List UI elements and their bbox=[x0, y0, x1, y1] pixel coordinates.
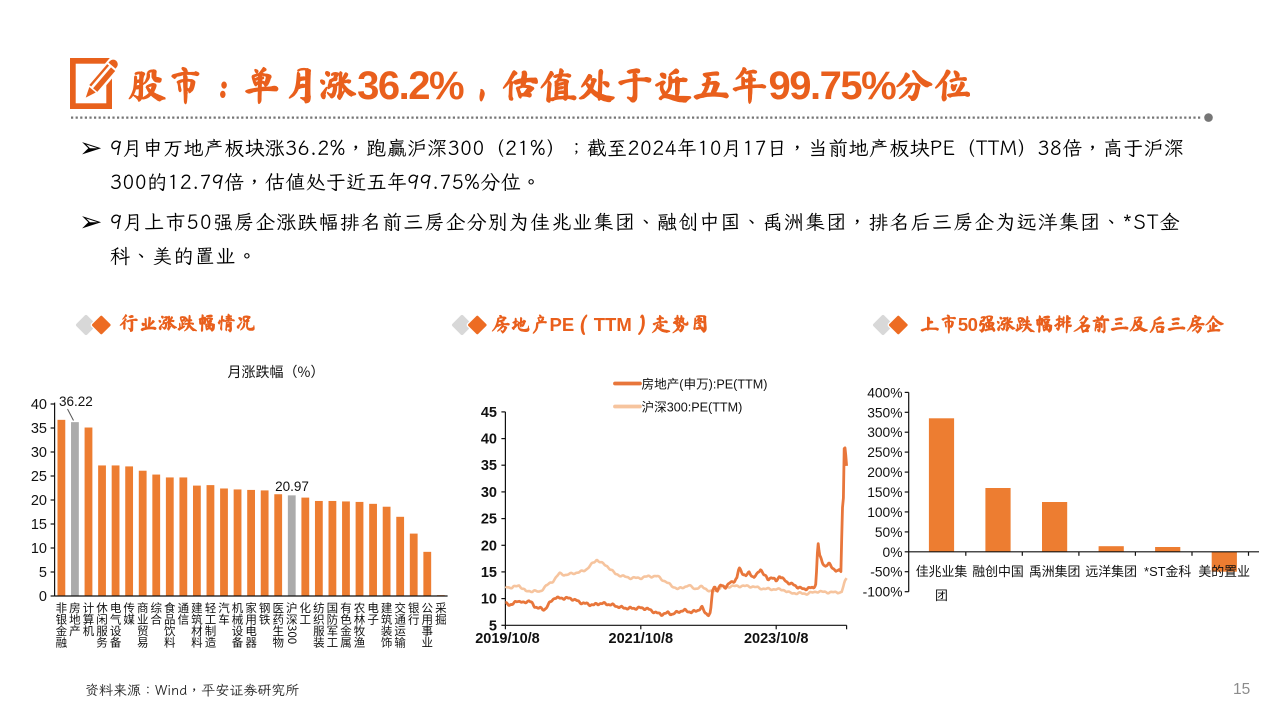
svg-text:钢铁: 钢铁 bbox=[257, 602, 273, 625]
svg-text:0%: 0% bbox=[883, 545, 903, 560]
svg-text:建筑装饰: 建筑装饰 bbox=[379, 601, 395, 648]
svg-text:有色金属: 有色金属 bbox=[338, 601, 354, 649]
svg-text:20: 20 bbox=[31, 493, 47, 509]
svg-text:5: 5 bbox=[489, 618, 497, 634]
svg-text:房地产: 房地产 bbox=[67, 602, 83, 637]
svg-text:纺织服装: 纺织服装 bbox=[311, 601, 327, 649]
svg-text:采掘: 采掘 bbox=[433, 602, 449, 626]
svg-text:100%: 100% bbox=[867, 505, 902, 520]
svg-text:5: 5 bbox=[39, 565, 47, 581]
svg-text:计算机: 计算机 bbox=[80, 602, 96, 637]
svg-text:国防军工: 国防军工 bbox=[324, 602, 340, 648]
svg-text:40: 40 bbox=[31, 397, 47, 413]
svg-text:300%: 300% bbox=[867, 425, 902, 440]
svg-text:35: 35 bbox=[481, 458, 497, 474]
svg-text:45: 45 bbox=[481, 405, 497, 421]
svg-text:25: 25 bbox=[481, 512, 497, 528]
svg-text:融创中国: 融创中国 bbox=[972, 564, 1024, 579]
svg-text:月涨跌幅（%）: 月涨跌幅（%） bbox=[228, 362, 325, 382]
svg-text:银行: 银行 bbox=[406, 601, 422, 626]
svg-text:佳兆业集: 佳兆业集 bbox=[916, 564, 968, 579]
svg-text:商业贸易: 商业贸易 bbox=[135, 601, 151, 649]
svg-text:30: 30 bbox=[31, 445, 47, 461]
svg-text:交通运输: 交通运输 bbox=[392, 601, 408, 649]
svg-text:综合: 综合 bbox=[148, 601, 164, 625]
svg-text:40: 40 bbox=[481, 432, 497, 448]
svg-text:36.22: 36.22 bbox=[59, 394, 93, 409]
svg-text:禹洲集团: 禹洲集团 bbox=[1029, 564, 1081, 579]
svg-text:非银金融: 非银金融 bbox=[53, 602, 69, 649]
svg-text:*ST金科: *ST金科 bbox=[1144, 564, 1191, 579]
svg-text:农林牧渔: 农林牧渔 bbox=[352, 601, 368, 649]
svg-text:2023/10/8: 2023/10/8 bbox=[744, 631, 809, 647]
svg-text:20.97: 20.97 bbox=[275, 479, 309, 494]
svg-text:沪深300: 沪深300 bbox=[284, 601, 300, 644]
svg-text:房地产(申万):PE(TTM): 房地产(申万):PE(TTM) bbox=[642, 377, 768, 392]
svg-text:沪深300:PE(TTM): 沪深300:PE(TTM) bbox=[642, 401, 743, 415]
svg-text:150%: 150% bbox=[867, 485, 902, 500]
svg-text:10: 10 bbox=[31, 541, 47, 557]
svg-text:机械设备: 机械设备 bbox=[230, 601, 246, 649]
svg-text:化工: 化工 bbox=[297, 601, 313, 625]
svg-text:15: 15 bbox=[31, 517, 47, 533]
svg-text:汽车: 汽车 bbox=[216, 601, 232, 626]
svg-text:10: 10 bbox=[481, 592, 497, 608]
svg-text:25: 25 bbox=[31, 469, 47, 485]
svg-text:建筑材料: 建筑材料 bbox=[189, 601, 205, 649]
svg-text:团: 团 bbox=[935, 588, 948, 603]
svg-text:医药生物: 医药生物 bbox=[270, 602, 286, 648]
svg-text:-50%: -50% bbox=[870, 565, 902, 580]
svg-text:2019/10/8: 2019/10/8 bbox=[475, 631, 540, 647]
svg-text:50%: 50% bbox=[875, 525, 903, 540]
svg-text:30: 30 bbox=[481, 485, 497, 501]
svg-text:传媒: 传媒 bbox=[121, 601, 137, 626]
svg-text:家用电器: 家用电器 bbox=[243, 601, 259, 649]
svg-text:200%: 200% bbox=[867, 465, 902, 480]
svg-text:350%: 350% bbox=[867, 405, 902, 420]
svg-text:食品饮料: 食品饮料 bbox=[162, 601, 178, 649]
svg-text:15: 15 bbox=[481, 565, 497, 581]
svg-text:美的置业: 美的置业 bbox=[1198, 564, 1250, 579]
svg-text:公用事业: 公用事业 bbox=[419, 602, 435, 648]
svg-text:250%: 250% bbox=[867, 445, 902, 460]
svg-text:2021/10/8: 2021/10/8 bbox=[609, 631, 674, 647]
svg-text:电气设备: 电气设备 bbox=[108, 602, 124, 649]
svg-text:400%: 400% bbox=[867, 385, 902, 400]
svg-text:通信: 通信 bbox=[175, 602, 191, 626]
svg-text:35: 35 bbox=[31, 421, 47, 437]
svg-text:休闲服务: 休闲服务 bbox=[94, 602, 110, 648]
svg-text:轻工制造: 轻工制造 bbox=[202, 601, 218, 648]
svg-text:20: 20 bbox=[481, 538, 497, 554]
svg-text:电子: 电子 bbox=[365, 602, 381, 625]
svg-text:0: 0 bbox=[39, 589, 47, 605]
svg-text:-100%: -100% bbox=[863, 585, 903, 600]
svg-text:远洋集团: 远洋集团 bbox=[1085, 564, 1137, 579]
